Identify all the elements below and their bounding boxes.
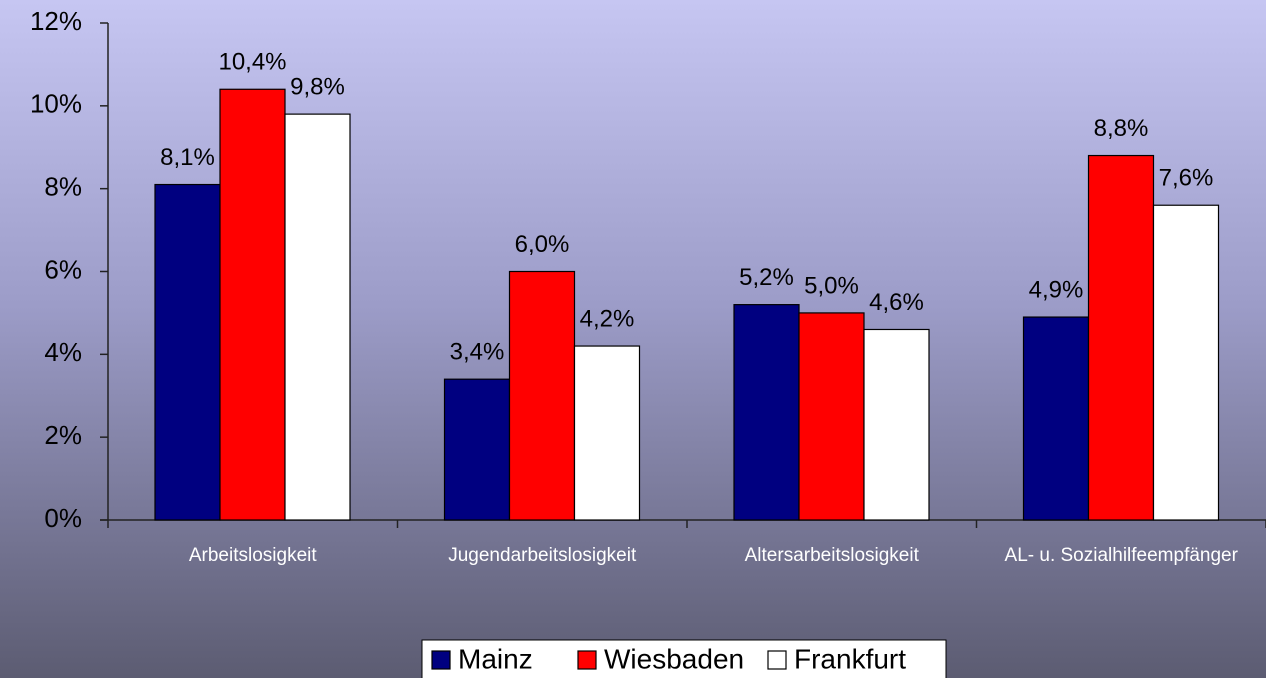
data-label: 7,6% xyxy=(1159,165,1214,192)
bar xyxy=(798,312,865,521)
bar xyxy=(863,328,930,521)
data-label: 4,6% xyxy=(869,289,924,316)
y-tick-label: 0% xyxy=(44,503,82,533)
data-label: 10,4% xyxy=(218,49,286,76)
data-label: 8,1% xyxy=(160,144,215,171)
legend-label: Frankfurt xyxy=(794,643,906,674)
legend-swatch xyxy=(577,650,597,670)
data-label: 8,8% xyxy=(1094,115,1149,142)
data-label: 5,2% xyxy=(739,264,794,291)
bar xyxy=(154,183,221,521)
data-label: 3,4% xyxy=(450,339,505,366)
bar xyxy=(508,270,576,521)
y-tick-label: 8% xyxy=(44,172,82,202)
bar xyxy=(1087,154,1155,521)
data-label: 5,0% xyxy=(804,272,859,299)
y-tick-label: 6% xyxy=(44,254,82,284)
data-label: 9,8% xyxy=(290,73,345,100)
legend-label: Wiesbaden xyxy=(604,643,744,674)
bar xyxy=(219,88,286,521)
bar xyxy=(1152,204,1220,521)
legend-label: Mainz xyxy=(458,643,533,674)
y-tick-label: 2% xyxy=(44,420,82,450)
bar xyxy=(443,378,511,521)
bar xyxy=(284,113,351,521)
bar xyxy=(1022,316,1090,521)
x-tick-label: Altersarbeitslosigkeit xyxy=(744,545,919,566)
y-tick-label: 4% xyxy=(44,337,82,367)
legend-swatch xyxy=(431,650,451,670)
x-tick-label: AL- u. Sozialhilfeempfänger xyxy=(1004,545,1238,566)
legend-swatch xyxy=(767,650,787,670)
legend-box xyxy=(421,639,947,678)
data-label: 4,2% xyxy=(580,305,635,332)
x-tick-label: Arbeitslosigkeit xyxy=(188,545,317,566)
data-label: 4,9% xyxy=(1029,276,1084,303)
y-tick-label: 10% xyxy=(30,89,82,119)
bar xyxy=(733,304,800,521)
x-tick-label: Jugendarbeitslosigkeit xyxy=(448,545,637,566)
data-label: 6,0% xyxy=(515,231,570,258)
bar xyxy=(573,345,641,521)
y-tick-label: 12% xyxy=(30,6,82,36)
